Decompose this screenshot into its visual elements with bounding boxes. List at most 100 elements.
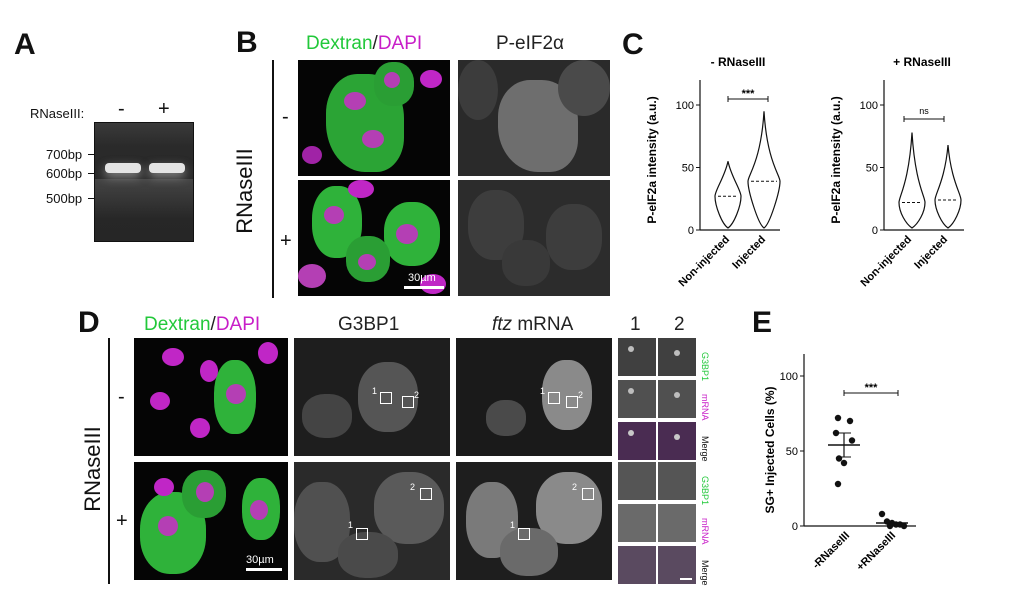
d-scale-bar bbox=[246, 568, 282, 571]
b-row-title: RNaseIII bbox=[232, 148, 257, 234]
c2-title: + RNaseIII bbox=[893, 55, 951, 69]
panel-label-c: C bbox=[622, 28, 644, 61]
e-point bbox=[886, 522, 894, 530]
gel-image bbox=[94, 122, 194, 242]
b-micrograph-dextran-plus: 30µm bbox=[298, 180, 450, 296]
d-inset-2-row-4 bbox=[658, 504, 696, 542]
d-micrograph-dextran-plus: 30µm bbox=[134, 462, 288, 580]
gel-band-minus bbox=[105, 163, 141, 173]
d-inset-label-1: mRNA bbox=[700, 394, 710, 421]
c1-title: - RNaseIII bbox=[711, 55, 766, 69]
c2-ylabel: P-eIF2a intensity (a.u.) bbox=[829, 96, 843, 223]
e-significance: *** bbox=[865, 382, 879, 394]
d-col2-header: G3BP1 bbox=[338, 314, 400, 335]
d-row-plus: + bbox=[116, 510, 128, 532]
d-inset-label-0: G3BP1 bbox=[700, 352, 710, 382]
c2-ytick-1: 50 bbox=[866, 163, 878, 175]
e-xlabel-1: +RNaseIII bbox=[854, 530, 898, 574]
e-point bbox=[900, 522, 908, 530]
d-inset-2-row-5 bbox=[658, 546, 696, 584]
d-inset-label-5: Merge bbox=[700, 560, 710, 586]
b-col1-header: Dextran/DAPI bbox=[306, 33, 423, 54]
e-ytick-0: 0 bbox=[792, 521, 798, 533]
c1-ytick-1: 50 bbox=[682, 163, 694, 175]
d-row-bracket bbox=[108, 338, 110, 584]
d-micrograph-g3bp1-plus: 1 2 bbox=[294, 462, 450, 580]
d-inset-label-2: Merge bbox=[700, 436, 710, 462]
c2-ytick-2: 100 bbox=[860, 100, 878, 112]
d-dextran-label: Dextran bbox=[144, 314, 211, 335]
d-inset-1-row-1 bbox=[618, 380, 656, 418]
d-micrograph-ftz-minus: 1 2 bbox=[456, 338, 612, 456]
d-inset-1-row-5 bbox=[618, 546, 656, 584]
e-frame bbox=[803, 354, 916, 527]
marker-500: 500bp bbox=[46, 191, 83, 206]
panel-label-b: B bbox=[236, 26, 258, 59]
d-dapi-label: DAPI bbox=[215, 314, 261, 335]
c1-violin-1 bbox=[747, 111, 781, 229]
b-row-plus: + bbox=[280, 230, 292, 252]
d-micrograph-ftz-plus: 1 2 bbox=[456, 462, 612, 580]
e-ytick-1: 50 bbox=[786, 446, 798, 458]
d-box-1 bbox=[380, 392, 392, 404]
d-inset-label-3: G3BP1 bbox=[700, 476, 710, 506]
e-ytick-2: 100 bbox=[780, 371, 798, 383]
panel-label-a: A bbox=[14, 28, 36, 61]
b-dapi-label: DAPI bbox=[377, 33, 423, 54]
e-point bbox=[834, 414, 842, 422]
panel-label-d: D bbox=[78, 306, 100, 339]
c1-ytick-0: 0 bbox=[688, 225, 694, 237]
e-point bbox=[835, 455, 843, 462]
d-row-title: RNaseIII bbox=[80, 426, 105, 512]
d-inset-1-row-2 bbox=[618, 422, 656, 460]
e-point bbox=[840, 459, 848, 467]
b-scale-bar bbox=[404, 286, 444, 289]
c2-xlabel-0: Non-injected bbox=[859, 234, 915, 290]
d-box-2 bbox=[402, 396, 414, 408]
gel-band-plus bbox=[149, 163, 185, 173]
c1-xlabel-1: Injected bbox=[730, 234, 768, 272]
e-point bbox=[834, 480, 842, 488]
c2-significance: ns bbox=[919, 106, 929, 116]
d-inset-2-row-3 bbox=[658, 462, 696, 500]
c1-ytick-2: 100 bbox=[676, 100, 694, 112]
b-dextran-label: Dextran bbox=[306, 33, 373, 54]
marker-600: 600bp bbox=[46, 166, 83, 181]
e-xlabel-0: -RNaseIII bbox=[810, 530, 852, 572]
d-col1-header: Dextran/DAPI bbox=[144, 314, 261, 335]
c2-xlabel-1: Injected bbox=[912, 234, 950, 272]
e-point bbox=[846, 417, 854, 425]
b-micrograph-peif2a-plus bbox=[458, 180, 610, 296]
c1-xlabel-0: Non-injected bbox=[677, 234, 733, 290]
c2-ytick-0: 0 bbox=[872, 225, 878, 237]
d-scale-label: 30µm bbox=[246, 554, 274, 566]
e-point bbox=[832, 429, 840, 437]
c2-violin-0 bbox=[898, 132, 926, 229]
b-micrograph-peif2a-minus bbox=[458, 60, 610, 176]
b-col2-header: P-eIF2α bbox=[496, 33, 565, 54]
c1-frame bbox=[699, 80, 780, 231]
marker-700: 700bp bbox=[46, 147, 83, 162]
d-inset-2-row-0 bbox=[658, 338, 696, 376]
d-col3-header: ftz mRNA bbox=[492, 314, 574, 335]
gel-condition-label: RNaseIII: bbox=[30, 106, 85, 121]
scatter-chart: SG+ Injected Cells (%) 0 50 100 *** -RNase… bbox=[763, 354, 916, 574]
gel-lane-plus: + bbox=[158, 98, 170, 120]
e-ylabel: SG+ Injected Cells (%) bbox=[763, 386, 777, 513]
d-micrograph-g3bp1-minus: 1 2 bbox=[294, 338, 450, 456]
c1-violin-0 bbox=[714, 161, 742, 229]
d-inset-label-4: mRNA bbox=[700, 518, 710, 545]
c2-violin-1 bbox=[934, 144, 962, 229]
violin-charts: - RNaseIII P-eIF2a intensity (a.u.) 0 50 1… bbox=[645, 55, 964, 290]
d-inset-1-row-4 bbox=[618, 504, 656, 542]
d-inset-2-row-1 bbox=[658, 380, 696, 418]
panel-label-e: E bbox=[752, 306, 773, 339]
d-inset-scale-bar bbox=[680, 578, 692, 580]
d-micrograph-dextran-minus bbox=[134, 338, 288, 456]
gel-lane-minus: - bbox=[118, 98, 125, 120]
d-inset-1-row-3 bbox=[618, 462, 656, 500]
d-inset-1-row-0 bbox=[618, 338, 656, 376]
b-row-minus: - bbox=[282, 106, 289, 128]
b-row-bracket bbox=[272, 60, 274, 298]
c1-ylabel: P-eIF2a intensity (a.u.) bbox=[645, 96, 659, 223]
